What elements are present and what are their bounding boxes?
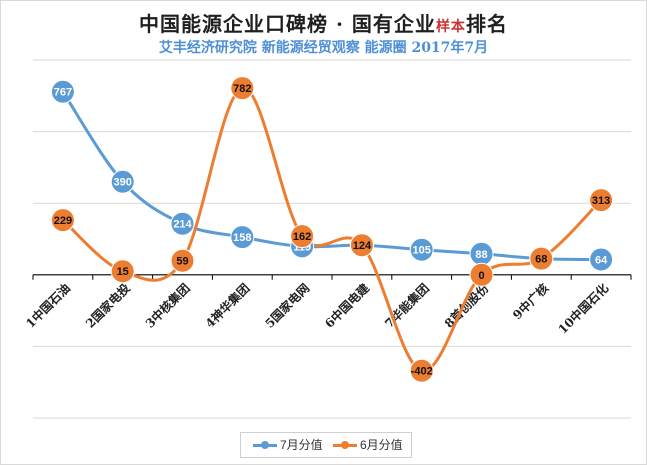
x-tick-label: 4神华集团 (202, 280, 252, 330)
series-line-jun (61, 86, 603, 373)
chart-title-main: 中国能源企业口碑榜 · 国有企业 (139, 12, 436, 36)
data-point-jun (230, 76, 255, 101)
data-point-jun (409, 358, 434, 383)
data-point-jul (50, 79, 75, 104)
data-label-jul: 390 (114, 177, 132, 189)
chart-title-small: 样本 (435, 19, 466, 35)
data-point-jul (409, 237, 434, 262)
data-point-jun (50, 208, 75, 233)
data-point-jun (349, 233, 374, 258)
data-label-jul: 767 (54, 87, 72, 99)
data-label-jul: 64 (595, 255, 608, 267)
x-tick-label: 6中国电建 (322, 280, 373, 331)
data-label-jun: 59 (176, 256, 188, 268)
data-point-jul (230, 225, 255, 250)
x-tick-label: 8首创股份 (441, 280, 492, 331)
chart-subtitle: 艾丰经济研究院 新能源经贸观察 能源圈 2017年7月 (158, 40, 489, 56)
x-tick-label: 1中国石油 (23, 280, 73, 330)
chart-title: 中国能源企业口碑榜 · 国有企业样本排名 (0, 8, 647, 37)
data-point-jun (110, 259, 135, 284)
legend-item-jun: 6月分值 (333, 437, 403, 453)
data-point-jul (589, 247, 614, 272)
data-point-jul (110, 169, 135, 194)
legend-label-jul: 7月分值 (280, 438, 323, 452)
data-label-jun: 782 (233, 83, 251, 95)
x-tick-label: 2国家电投 (82, 280, 132, 330)
data-point-jun (290, 224, 315, 249)
x-tick-label: 3中核集团 (142, 280, 192, 330)
data-label-jun: 162 (293, 231, 311, 243)
data-label-jun: 124 (353, 240, 372, 252)
data-point-jun (589, 188, 614, 213)
data-label-jun: 0 (478, 270, 484, 282)
data-label-jun: 313 (592, 195, 610, 207)
data-point-jun (529, 246, 554, 271)
legend-label-jun: 6月分值 (360, 438, 403, 452)
data-label-jul: 105 (413, 245, 431, 257)
chart-legend: 7月分值 6月分值 (240, 432, 412, 458)
x-tick-label: 10中国石化 (555, 280, 611, 336)
data-point-jun (469, 262, 494, 287)
chart-title-tail: 排名 (465, 12, 508, 36)
series-line-jul (61, 90, 602, 262)
data-point-jun (170, 248, 195, 273)
data-point-jul (170, 211, 195, 236)
data-label-jun: 229 (54, 215, 72, 227)
data-label-jun: 15 (117, 266, 129, 278)
legend-swatch-jun (333, 437, 357, 453)
data-label-jul: 158 (233, 232, 251, 244)
x-tick-label: 5国家电网 (262, 280, 312, 330)
data-label-jun: 68 (535, 254, 547, 266)
data-label-jul: 88 (475, 249, 487, 261)
x-tick-label: 9中广核 (509, 280, 551, 322)
legend-item-jul: 7月分值 (253, 437, 323, 453)
data-label-jul: 214 (173, 219, 192, 231)
data-label-jun: -402 (411, 366, 433, 378)
legend-swatch-jul (253, 437, 277, 453)
